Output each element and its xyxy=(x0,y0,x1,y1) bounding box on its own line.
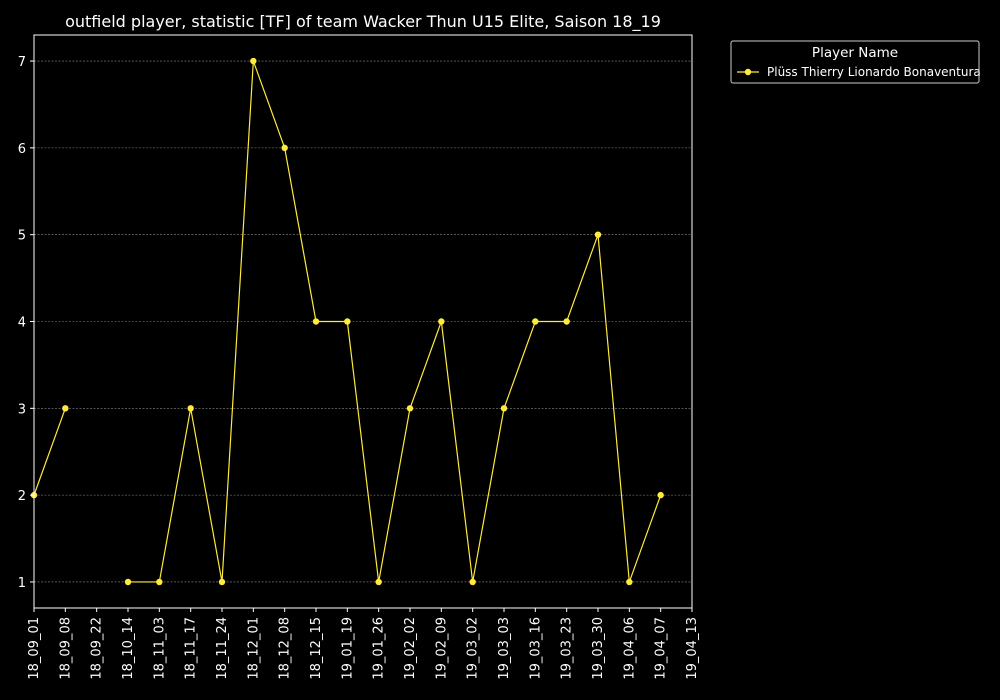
data-point xyxy=(594,231,602,238)
x-tick-label: 18_12_01 xyxy=(246,617,261,680)
series-line xyxy=(33,408,66,496)
x-tick-label: 19_03_16 xyxy=(528,617,543,680)
data-point xyxy=(469,578,476,586)
x-tick-label: 18_11_24 xyxy=(215,617,230,680)
data-point xyxy=(250,57,257,65)
gridlines xyxy=(34,60,692,583)
data-point xyxy=(312,318,320,325)
legend: Player Name Plüss Thierry Lionardo Bonav… xyxy=(730,40,981,84)
y-tick-label: 2 xyxy=(18,489,26,504)
x-tick-label: 19_04_13 xyxy=(685,617,700,680)
data-point xyxy=(406,405,414,412)
y-tick-label: 6 xyxy=(18,142,26,157)
data-point xyxy=(563,318,570,325)
data-point xyxy=(532,318,539,325)
data-point xyxy=(375,578,382,586)
x-tick-label: 19_01_26 xyxy=(372,617,387,680)
x-tick-label: 19_04_06 xyxy=(622,617,637,680)
x-tick-label: 18_12_15 xyxy=(309,617,324,680)
y-tick-label: 4 xyxy=(18,316,26,331)
x-tick-label: 19_04_07 xyxy=(654,617,669,680)
legend-title: Player Name xyxy=(812,45,898,61)
data-point xyxy=(124,578,132,586)
data-point xyxy=(657,491,664,499)
data-point xyxy=(156,578,163,586)
x-tick-label: 18_11_17 xyxy=(184,617,199,680)
chart-title: outfield player, statistic [TF] of team … xyxy=(65,12,661,32)
y-axis: 1 2 3 4 5 6 7 xyxy=(18,55,34,591)
y-tick-label: 3 xyxy=(18,402,26,417)
data-point xyxy=(500,405,508,412)
x-tick-label: 18_10_14 xyxy=(121,617,136,680)
series-line xyxy=(128,60,662,583)
data-point xyxy=(62,405,69,412)
x-tick-label: 18_09_22 xyxy=(90,617,105,680)
data-point xyxy=(281,144,288,152)
x-tick-label: 19_03_02 xyxy=(466,617,481,680)
x-tick-label: 19_03_03 xyxy=(497,617,512,680)
data-point xyxy=(626,578,633,586)
legend-marker-swatch xyxy=(744,68,752,76)
y-tick-label: 5 xyxy=(18,229,26,244)
x-tick-label: 19_03_30 xyxy=(591,617,606,680)
x-axis: 18_09_01 18_09_08 18_09_22 18_10_14 18_11_03… xyxy=(27,608,700,680)
x-tick-label: 19_02_09 xyxy=(434,617,449,680)
y-tick-label: 7 xyxy=(18,55,26,70)
x-tick-label: 18_09_01 xyxy=(27,617,42,680)
legend-box xyxy=(730,40,980,84)
y-tick-label: 1 xyxy=(18,576,26,591)
x-tick-label: 19_01_19 xyxy=(340,617,355,680)
x-tick-label: 19_02_02 xyxy=(403,617,418,680)
series-layer xyxy=(30,57,664,586)
x-tick-label: 18_11_03 xyxy=(152,617,167,680)
legend-series-label: Plüss Thierry Lionardo Bonaventura xyxy=(767,65,981,79)
x-tick-label: 18_09_08 xyxy=(58,617,73,680)
data-point xyxy=(218,578,226,586)
data-point xyxy=(187,405,194,412)
data-point xyxy=(344,318,351,325)
data-point xyxy=(438,318,445,325)
x-tick-label: 19_03_23 xyxy=(560,617,575,680)
x-tick-label: 18_12_08 xyxy=(278,617,293,680)
